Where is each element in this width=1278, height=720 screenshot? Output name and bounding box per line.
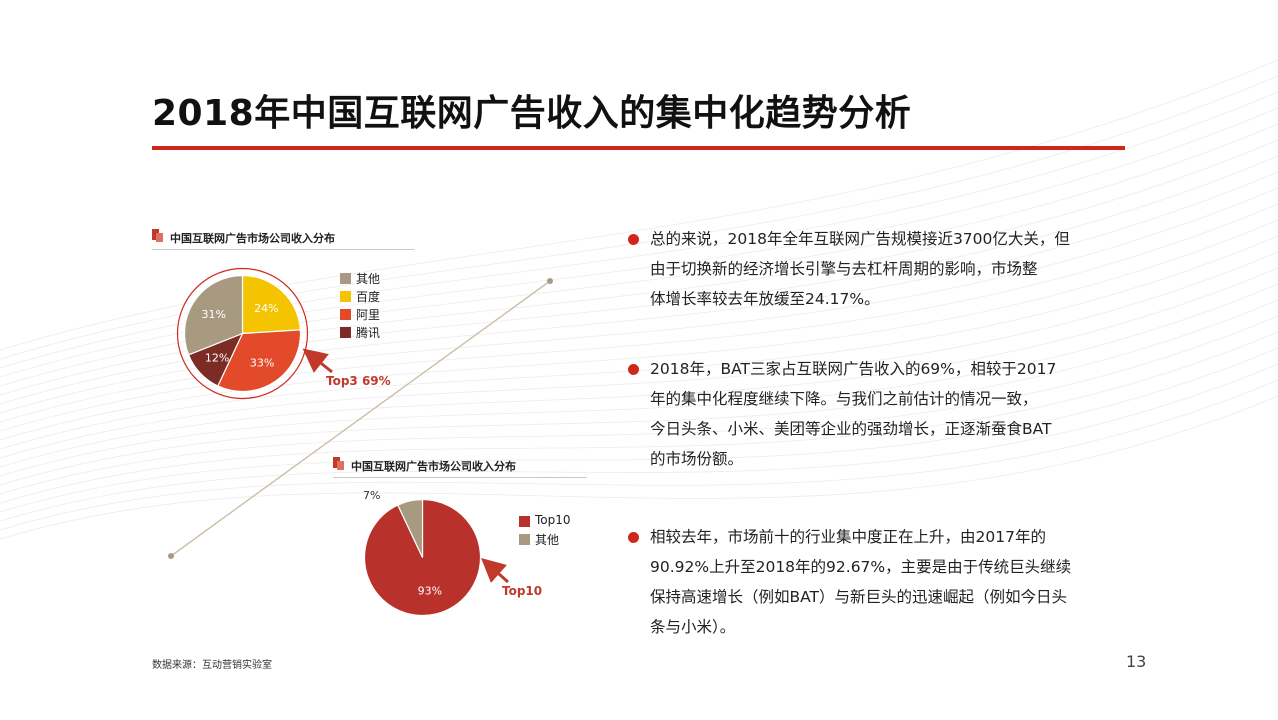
chart2-heading-text: 中国互联网广告市场公司收入分布 [351,460,516,473]
pie-slice-阿里 [217,329,302,393]
pie-slice-其他 [183,274,244,356]
pie2-other-label: 7% [363,489,381,502]
chart2-callout: Top10 [502,584,543,598]
legend-label: 其他 [356,272,381,286]
legend-swatch-other [340,273,351,284]
background-line [0,331,1278,504]
decorative-diagonal-line [170,280,551,557]
background-line [0,171,1278,414]
pie-data-label: 33% [250,356,274,369]
line-endpoint [168,553,174,559]
background-line [0,299,1278,486]
legend-swatch-tencent [340,327,351,338]
background-line [0,75,1278,360]
background-line [0,283,1278,477]
bullet-line: 总的来说，2018年全年互联网广告规模接近3700亿大关，但 [650,230,1070,248]
flag-icon [152,229,163,242]
legend-label: 百度 [356,290,381,304]
bullet-line: 由于切换新的经济增长引擎与去杠杆周期的影响，市场整 [650,260,1038,278]
page-number: 13 [1126,652,1147,671]
legend-label: 其他 [535,533,560,547]
chart1-heading: 中国互联网广告市场公司收入分布 [152,227,414,250]
bullet-dot [628,532,639,543]
background-line [0,187,1278,423]
bullet-line: 保持高速增长（例如BAT）与新巨头的迅速崛起（例如今日头 [650,588,1068,606]
legend-label: 阿里 [356,308,381,322]
background-line [0,251,1278,459]
bullet-line: 90.92%上升至2018年的92.67%，主要是由于传统巨头继续 [650,558,1072,576]
background-line [0,139,1278,396]
legend-swatch-ali [340,309,351,320]
pie-data-label: 31% [201,308,225,321]
flag-icon [333,457,344,470]
bullet-line: 条与小米）。 [650,618,736,636]
legend-swatch-top10 [519,516,530,527]
background-line [0,267,1278,468]
pie-data-label: 93% [418,584,442,597]
bullet-line: 2018年，BAT三家占互联网广告收入的69%，相较于2017 [650,360,1057,378]
pie-data-label: 24% [254,302,278,315]
pie-outer-ring [176,267,309,400]
bullet-line: 体增长率较去年放缓至24.17%。 [650,290,880,308]
background-line [0,203,1278,432]
background-line [0,107,1278,378]
page-title: 2018年中国互联网广告收入的集中化趋势分析 [152,93,912,134]
background-line [0,363,1278,522]
line-endpoint [547,278,553,284]
pie-chart-top10-share: 93% [363,498,482,617]
bullet-dot [628,364,639,375]
background-line [0,219,1278,441]
data-source: 数据来源：互动营销实验室 [152,660,272,671]
title-underline [152,146,1125,150]
chart2-heading: 中国互联网广告市场公司收入分布 [333,455,587,478]
bullet-line: 相较去年，市场前十的行业集中度正在上升，由2017年的 [650,528,1046,546]
background-line [0,235,1278,450]
pie-chart-company-share: 24% 33% 12% 31% [176,267,309,400]
bullet-2: 2018年，BAT三家占互联网广告收入的69%，相较于2017 年的集中化程度继… [628,354,1128,474]
legend-swatch-other [519,534,530,545]
pie-slice-百度 [241,274,302,335]
background-line [0,315,1278,495]
legend-swatch-baidu [340,291,351,302]
chart1-callout: Top3 69% [326,374,391,388]
bullet-3: 相较去年，市场前十的行业集中度正在上升，由2017年的 90.92%上升至201… [628,522,1128,642]
background-line [0,155,1278,405]
bullet-dot [628,234,639,245]
legend-label: 腾讯 [356,326,381,340]
background-line [0,347,1278,513]
legend-label: Top10 [535,513,571,527]
bullet-1: 总的来说，2018年全年互联网广告规模接近3700亿大关，但 由于切换新的经济增… [628,224,1128,314]
chart1-heading-text: 中国互联网广告市场公司收入分布 [170,232,335,245]
bullet-line: 今日头条、小米、美团等企业的强劲增长，正逐渐蚕食BAT [650,420,1052,438]
pie-slice-其他 [397,498,424,558]
bullet-line: 年的集中化程度继续下降。与我们之前估计的情况一致， [650,390,1038,408]
background-line [0,395,1278,540]
bullet-line: 的市场份额。 [650,450,744,468]
background-line [0,59,1278,351]
background-line [0,379,1278,531]
pie-data-label: 12% [205,351,229,364]
